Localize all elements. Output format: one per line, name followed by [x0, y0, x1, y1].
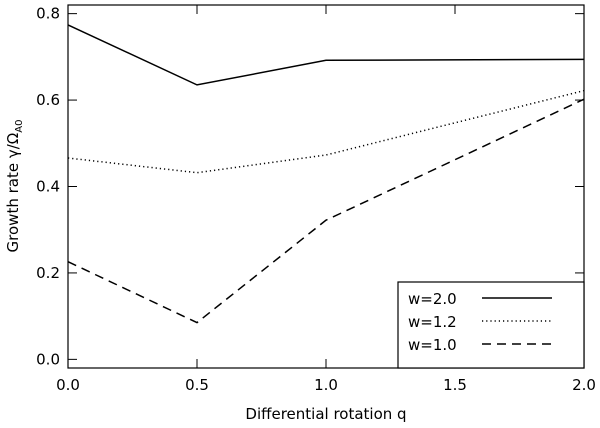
x-tick-label: 1.0: [314, 376, 338, 394]
y-tick-label: 0.0: [36, 350, 60, 368]
x-tick-label: 0.5: [185, 376, 209, 394]
y-tick-label: 0.8: [36, 5, 60, 23]
x-axis-label: Differential rotation q: [245, 405, 406, 423]
y-axis-label: Growth rate γ/ΩA0: [4, 120, 25, 253]
x-tick-label: 1.5: [443, 376, 467, 394]
y-axis-ticks: 0.0 0.2 0.4 0.6 0.8: [36, 5, 584, 368]
y-tick-label: 0.6: [36, 91, 60, 109]
series-line-w1-2: [67, 89, 585, 174]
legend: w=2.0 w=1.2 w=1.0: [397, 281, 585, 369]
legend-box: [397, 281, 585, 369]
y-tick-label: 0.2: [36, 264, 60, 282]
series-lines: [67, 24, 585, 324]
legend-label: w=2.0: [408, 290, 457, 308]
y-axis-label-sub: A0: [14, 120, 25, 133]
legend-label: w=1.0: [408, 336, 457, 354]
x-tick-label: 2.0: [572, 376, 596, 394]
series-line-w2-0: [67, 24, 585, 86]
y-axis-label-main: Growth rate γ/Ω: [4, 133, 22, 253]
y-tick-label: 0.4: [36, 178, 60, 196]
legend-label: w=1.2: [408, 313, 457, 331]
series-line-w1-0: [67, 98, 585, 324]
x-tick-label: 0.0: [56, 376, 80, 394]
